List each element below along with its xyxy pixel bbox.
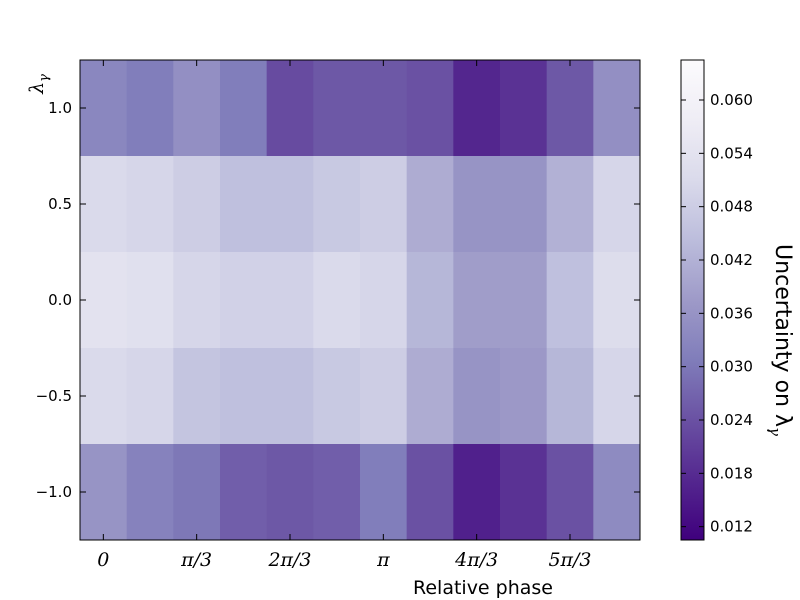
colorbar-tick-label: 0.048 <box>710 198 753 216</box>
colorbar-tick-label: 0.054 <box>710 144 753 162</box>
heatmap-cell <box>500 60 548 157</box>
heatmap-cell <box>453 348 501 445</box>
x-tick-label: 4π/3 <box>454 549 498 571</box>
x-tick-label: 0 <box>97 549 109 571</box>
heatmap-cell <box>80 348 128 445</box>
heatmap-cell <box>80 444 128 541</box>
heatmap-cell <box>406 444 454 541</box>
colorbar-tick-label: 0.060 <box>710 91 753 109</box>
heatmap-cell <box>313 60 361 157</box>
colorbar-tick-label: 0.018 <box>710 464 753 482</box>
y-tick-label: 1.0 <box>48 99 72 117</box>
heatmap-cell <box>266 348 314 445</box>
heatmap-cell <box>220 60 268 157</box>
x-tick-label: π/3 <box>180 549 212 571</box>
heatmap-cell <box>173 156 221 253</box>
heatmap-cell <box>266 60 314 157</box>
y-axis: 1.0 0.5 0.0 −0.5 −1.0 <box>36 99 640 501</box>
heatmap-cell <box>313 348 361 445</box>
x-axis: 0 π/3 2π/3 π 4π/3 5π/3 <box>97 60 592 571</box>
heatmap-cell <box>126 348 174 445</box>
x-tick-label: 5π/3 <box>548 549 591 571</box>
x-tick-label: 2π/3 <box>267 549 311 571</box>
heatmap-cell <box>80 156 128 253</box>
heatmap-cell <box>546 60 594 157</box>
heatmap-cell <box>360 60 408 157</box>
heatmap-cell <box>126 444 174 541</box>
y-tick-label: −0.5 <box>36 387 72 405</box>
heatmap-cell <box>453 444 501 541</box>
heatmap-cell <box>500 444 548 541</box>
heatmap-cell <box>546 348 594 445</box>
heatmap-cell <box>126 60 174 157</box>
heatmap-cell <box>593 60 641 157</box>
colorbar-tick-label: 0.012 <box>710 518 753 536</box>
heatmap-cell <box>546 252 594 349</box>
colorbar-ticks: 0.012 0.018 0.024 0.030 0.036 0.042 0.048 0.054… <box>681 91 753 536</box>
x-axis-label: Relative phase <box>413 577 553 599</box>
heatmap-cell <box>220 348 268 445</box>
heatmap-cell <box>500 348 548 445</box>
heatmap-cell <box>220 156 268 253</box>
heatmap-cell <box>406 252 454 349</box>
heatmap-cell <box>406 156 454 253</box>
heatmap-cell <box>453 60 501 157</box>
colorbar-tick-label: 0.042 <box>710 251 753 269</box>
heatmap-cell <box>80 60 128 157</box>
colorbar-tick-label: 0.024 <box>710 411 753 429</box>
heatmap-cell <box>313 156 361 253</box>
heatmap-cell <box>406 348 454 445</box>
heatmap-cell <box>266 156 314 253</box>
heatmap-cell <box>360 444 408 541</box>
heatmap-cell <box>360 156 408 253</box>
heatmap-cell <box>266 252 314 349</box>
y-tick-label: 0.0 <box>48 291 72 309</box>
colorbar <box>680 59 705 541</box>
heatmap-cell <box>593 252 641 349</box>
heatmap-cell <box>593 444 641 541</box>
heatmap-cell <box>126 156 174 253</box>
heatmap-cell <box>360 252 408 349</box>
heatmap-cell <box>220 252 268 349</box>
heatmap-cell <box>173 348 221 445</box>
heatmap-cell <box>313 444 361 541</box>
colorbar-tick-label: 0.030 <box>710 358 753 376</box>
heatmap-cell <box>593 348 641 445</box>
heatmap-cell <box>266 444 314 541</box>
x-tick-label: π <box>376 549 390 571</box>
colorbar-tick-label: 0.036 <box>710 304 753 322</box>
heatmap-cell <box>173 60 221 157</box>
heatmap-cell <box>453 252 501 349</box>
y-tick-label: 0.5 <box>48 195 72 213</box>
heatmap-cell <box>546 444 594 541</box>
y-axis-label: λγ <box>26 74 52 95</box>
heatmap-cell <box>500 252 548 349</box>
heatmap-cell <box>360 348 408 445</box>
colorbar-label: Uncertainty on λγ <box>766 244 795 436</box>
heatmap-cell <box>453 156 501 253</box>
heatmap-cell <box>593 156 641 253</box>
heatmap-cell <box>80 252 128 349</box>
heatmap-cell <box>406 60 454 157</box>
heatmap-cell <box>220 444 268 541</box>
y-tick-label: −1.0 <box>36 483 72 501</box>
heatmap-cells <box>80 60 641 541</box>
heatmap-cell <box>173 252 221 349</box>
heatmap-cell <box>313 252 361 349</box>
heatmap-cell <box>126 252 174 349</box>
heatmap-cell <box>546 156 594 253</box>
heatmap-cell <box>500 156 548 253</box>
heatmap-cell <box>173 444 221 541</box>
